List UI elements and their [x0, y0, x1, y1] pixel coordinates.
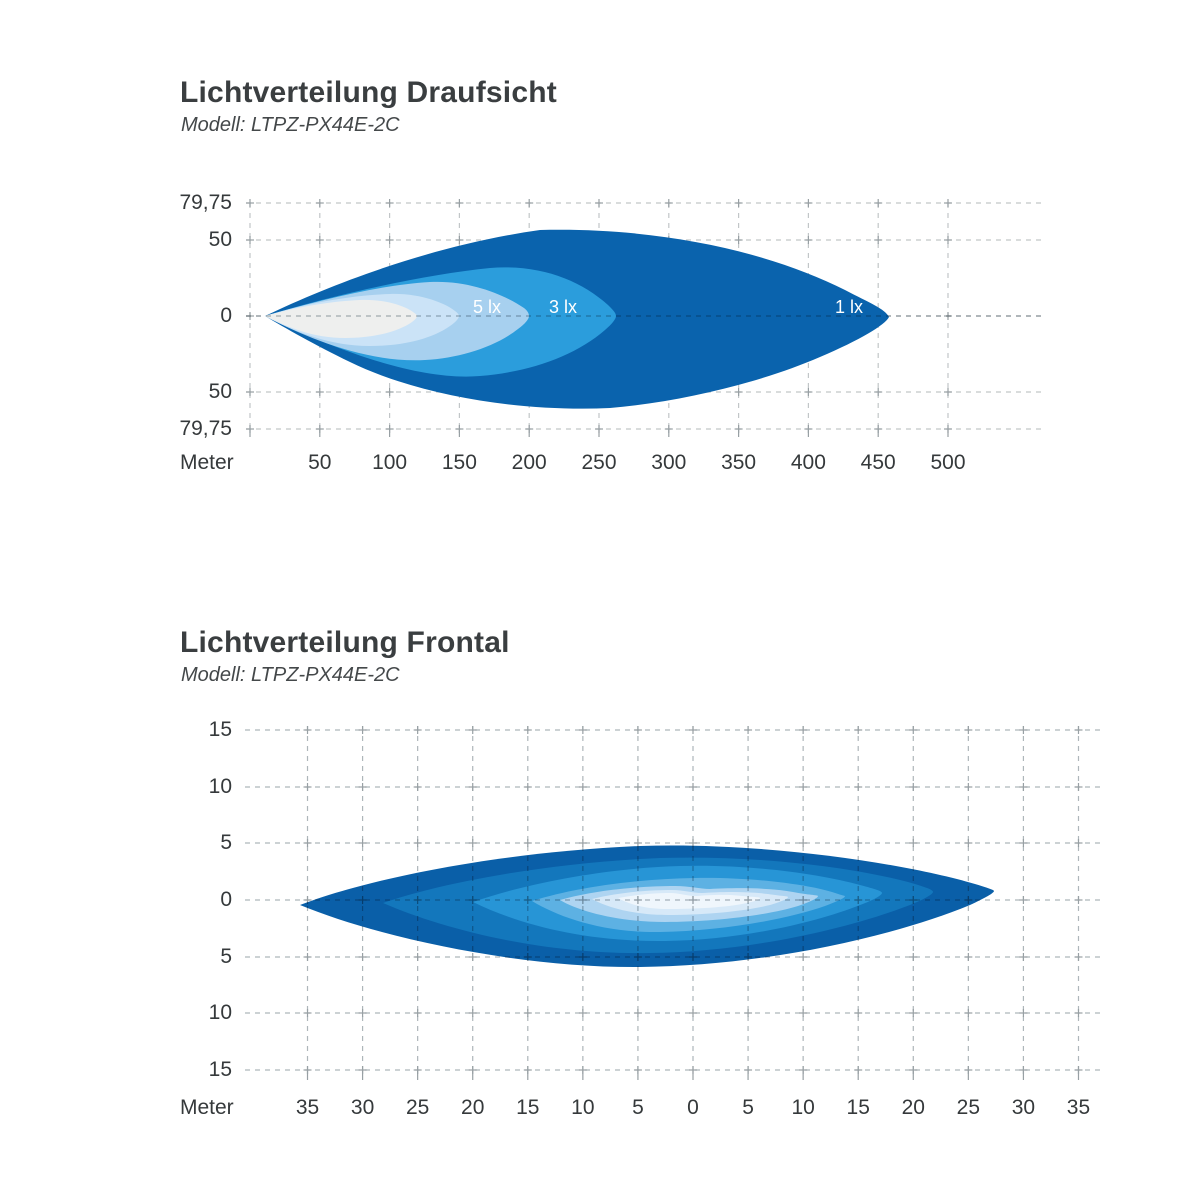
chart1-x-tick: 300 [651, 451, 687, 474]
chart2-x-tick: 30 [1011, 1096, 1036, 1119]
chart1-beam: 5 lx 3 lx 1 lx [265, 229, 889, 409]
chart2-x-tick: 10 [571, 1096, 595, 1119]
chart1-model-subtitle: Modell: LTPZ-PX44E-2C [181, 114, 400, 136]
chart2-x-tick: 20 [901, 1096, 925, 1119]
chart2-y-tick: 15 [208, 718, 232, 741]
chart2-x-tick: 15 [846, 1096, 870, 1119]
chart2-y-tick: 5 [220, 831, 232, 854]
chart2-y-tick: 0 [220, 888, 232, 911]
label-3lx: 3 lx [549, 297, 577, 317]
chart1-y-tick: 50 [208, 228, 232, 251]
chart2-grid [245, 726, 1102, 1080]
chart1-x-tick: 350 [721, 451, 757, 474]
chart1-x-tick: 150 [441, 451, 477, 474]
chart1-x-axis-unit: Meter [180, 451, 234, 474]
chart2-x-tick: 30 [350, 1096, 375, 1119]
chart2-y-tick: 5 [220, 945, 232, 968]
chart2-x-tick: 35 [295, 1096, 320, 1119]
chart2-model-subtitle: Modell: LTPZ-PX44E-2C [181, 664, 400, 686]
chart2-x-tick: 10 [791, 1096, 815, 1119]
chart1-x-tick: 200 [511, 451, 547, 474]
chart2-x-tick: 25 [956, 1096, 981, 1119]
chart2-x-tick: 35 [1066, 1096, 1091, 1119]
chart2-x-tick: 20 [461, 1096, 485, 1119]
chart1-x-tick: 450 [860, 451, 896, 474]
chart1-y-tick: 0 [220, 304, 232, 327]
beam1-contour-inner1 [265, 299, 417, 338]
beam2-level-7 [618, 893, 760, 909]
chart1-y-tick: 79,75 [179, 191, 232, 214]
chart2-x-tick: 0 [687, 1096, 699, 1119]
chart2-y-tick: 10 [208, 1001, 232, 1024]
chart1-title: Lichtverteilung Draufsicht [180, 76, 557, 109]
chart2-x-tick: 5 [632, 1096, 644, 1119]
chart2-x-axis-unit: Meter [180, 1096, 234, 1119]
chart2-y-tick: 15 [208, 1058, 232, 1081]
chart1-x-tick: 50 [308, 451, 332, 474]
chart2-beam [300, 845, 994, 968]
chart1-x-tick: 250 [581, 451, 617, 474]
chart2-y-tick: 10 [208, 775, 232, 798]
chart1-y-tick: 50 [208, 380, 232, 403]
chart2-x-tick: 15 [516, 1096, 540, 1119]
chart2-x-tick: 5 [742, 1096, 754, 1119]
chart1-x-tick: 400 [790, 451, 826, 474]
label-5lx: 5 lx [473, 297, 501, 317]
chart2-x-tick: 25 [405, 1096, 430, 1119]
chart1-y-tick: 79,75 [179, 417, 232, 440]
chart2-title: Lichtverteilung Frontal [180, 626, 510, 659]
chart1-x-tick: 500 [930, 451, 966, 474]
label-1lx: 1 lx [835, 297, 863, 317]
chart1-x-tick: 100 [372, 451, 408, 474]
